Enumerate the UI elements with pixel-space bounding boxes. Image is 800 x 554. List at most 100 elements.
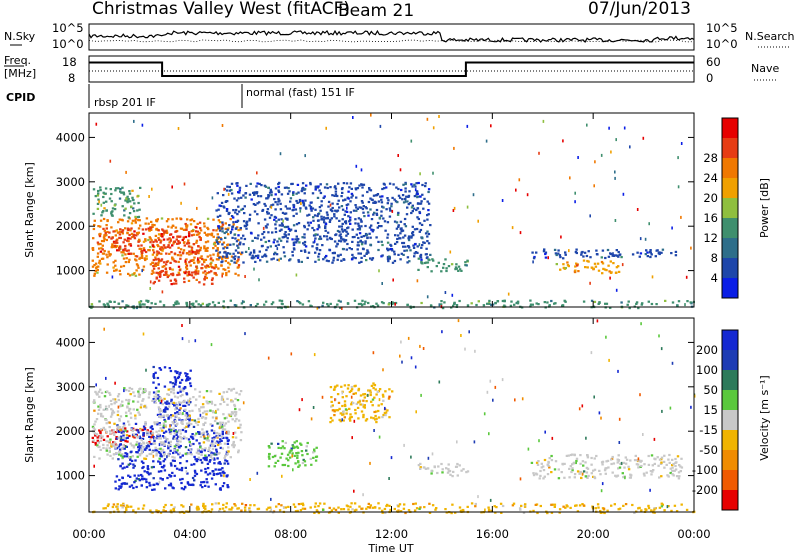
velocity-cell xyxy=(184,414,187,417)
power-cell xyxy=(105,238,108,242)
velocity-cell xyxy=(271,455,275,459)
velocity-cell xyxy=(152,391,156,394)
power-cell xyxy=(604,302,607,305)
power-cell xyxy=(186,224,189,227)
power-cell xyxy=(420,301,423,305)
power-cell xyxy=(103,229,106,232)
velocity-cell xyxy=(119,429,122,432)
velocity-cell xyxy=(128,423,131,426)
power-cell xyxy=(245,220,249,223)
velocity-cell xyxy=(447,463,450,466)
power-cell xyxy=(121,219,124,222)
velocity-cell xyxy=(134,433,137,436)
velocity-cell xyxy=(348,390,352,394)
power-cell xyxy=(390,205,393,208)
velocity-cell xyxy=(226,484,229,487)
power-cell xyxy=(620,301,623,304)
power-noise xyxy=(372,228,374,232)
power-noise xyxy=(133,119,135,123)
velocity-cell xyxy=(184,404,187,407)
velocity-cell xyxy=(231,400,234,403)
power-cell xyxy=(188,306,192,309)
power-cell xyxy=(99,232,102,235)
velocity-cell xyxy=(175,405,179,408)
velocity-cell xyxy=(578,504,582,507)
power-cell xyxy=(165,231,169,234)
power-cell xyxy=(172,236,175,239)
power-cell xyxy=(206,264,210,268)
velocity-cell xyxy=(208,460,211,463)
power-cell xyxy=(564,253,567,256)
velocity-cell xyxy=(139,427,142,431)
velocity-cell xyxy=(336,384,339,387)
velocity-cell xyxy=(520,504,523,507)
velocity-cell xyxy=(151,450,154,453)
power-cell xyxy=(111,236,114,239)
velocity-cell xyxy=(280,452,284,455)
nave-tick-bottom: 0 xyxy=(706,71,713,85)
velocity-noise xyxy=(600,416,602,420)
velocity-cell xyxy=(177,443,180,446)
power-cell xyxy=(321,244,324,247)
velocity-cell xyxy=(116,508,119,511)
colorbar-swatch xyxy=(722,178,738,198)
velocity-cell xyxy=(192,396,195,399)
velocity-cell xyxy=(123,387,126,390)
power-cell xyxy=(99,242,102,246)
power-cell xyxy=(198,232,201,235)
power-cell xyxy=(166,275,169,279)
velocity-cell xyxy=(206,467,210,470)
velocity-cell xyxy=(403,503,406,506)
power-cell xyxy=(600,256,603,259)
power-cell xyxy=(357,252,360,255)
power-cell xyxy=(199,256,202,259)
power-cell xyxy=(365,233,369,236)
velocity-cell xyxy=(140,484,143,487)
power-cell xyxy=(366,236,369,240)
power-cell xyxy=(362,211,365,214)
power-cell xyxy=(351,240,354,243)
velocity-cell xyxy=(459,509,463,512)
power-cell xyxy=(361,194,364,197)
velocity-cell xyxy=(381,416,384,419)
velocity-cell xyxy=(301,461,305,465)
velocity-cell xyxy=(519,508,522,511)
power-cell xyxy=(391,196,394,199)
power-cell xyxy=(376,226,379,229)
velocity-cell xyxy=(313,505,317,508)
power-cell xyxy=(255,185,258,188)
velocity-noise xyxy=(282,506,285,509)
velocity-noise xyxy=(492,398,494,402)
power-noise xyxy=(221,274,223,278)
velocity-cell xyxy=(124,427,127,430)
velocity-cell xyxy=(118,418,121,421)
velocity-cell xyxy=(106,504,110,508)
power-cell xyxy=(159,247,162,251)
power-cell xyxy=(164,246,167,249)
velocity-cell xyxy=(219,442,222,445)
power-cell xyxy=(210,232,214,235)
velocity-cell xyxy=(314,502,317,505)
power-cell xyxy=(161,228,164,231)
power-noise xyxy=(629,145,631,149)
velocity-cell xyxy=(144,423,147,426)
velocity-cell xyxy=(209,409,212,412)
velocity-cell xyxy=(633,459,637,462)
velocity-cell xyxy=(179,444,182,448)
velocity-cell xyxy=(159,401,162,405)
velocity-cell xyxy=(176,396,179,399)
velocity-cell xyxy=(174,419,177,422)
velocity-cell xyxy=(213,458,216,461)
power-cell xyxy=(140,244,143,247)
power-cell xyxy=(221,230,224,233)
power-noise xyxy=(313,239,316,243)
velocity-noise xyxy=(649,488,651,492)
velocity-cell xyxy=(580,476,583,479)
velocity-cell xyxy=(269,506,272,509)
power-noise xyxy=(636,208,639,211)
ytick-label: 4000 xyxy=(56,335,85,349)
velocity-cell xyxy=(370,384,374,387)
velocity-cell xyxy=(622,476,625,479)
velocity-cell xyxy=(116,505,119,508)
velocity-noise xyxy=(270,508,272,512)
